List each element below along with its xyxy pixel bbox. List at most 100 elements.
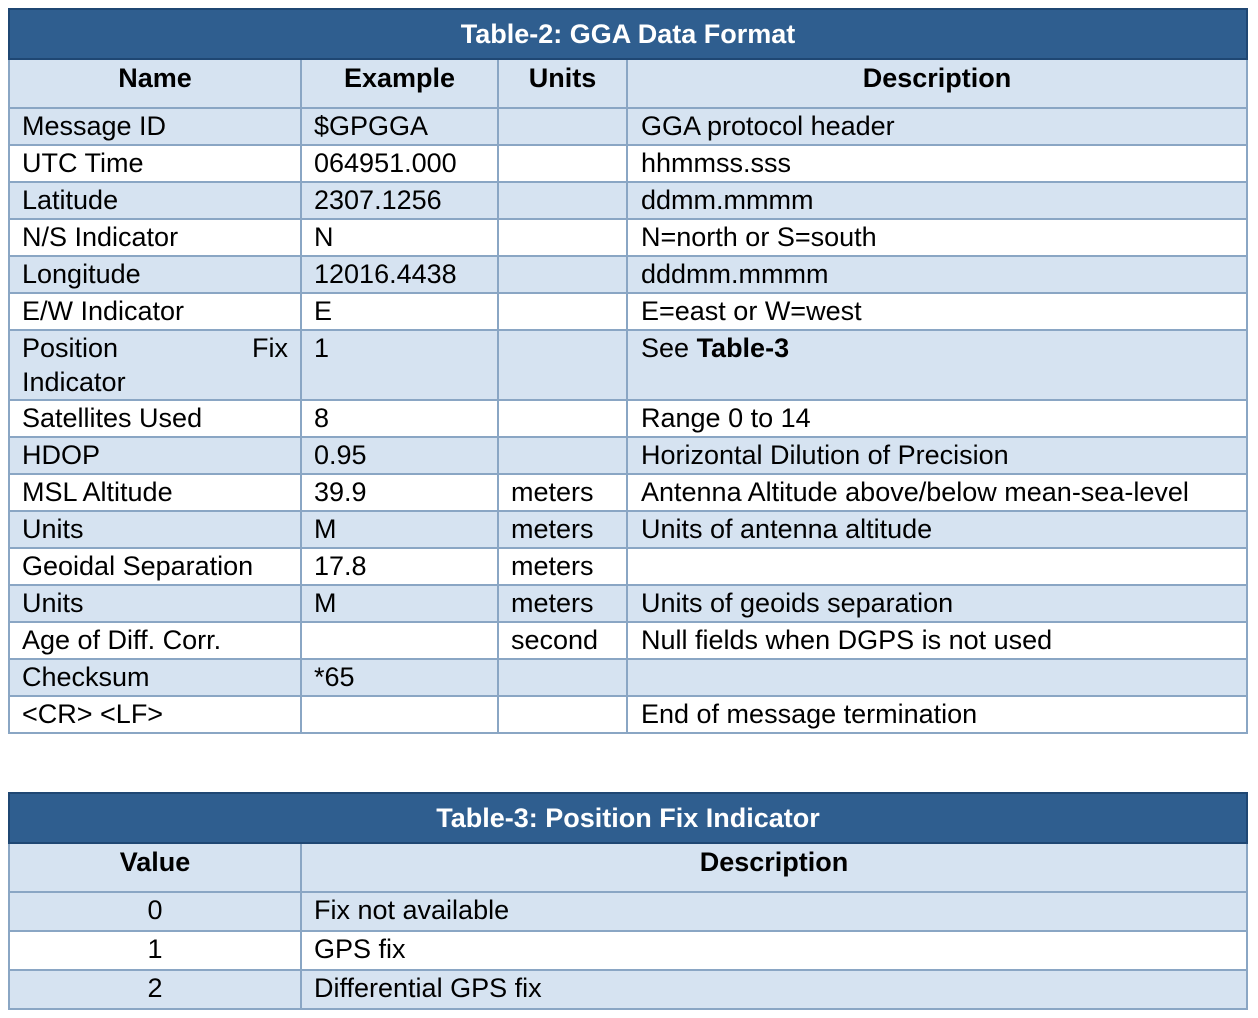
table-row: Satellites Used 8 Range 0 to 14 (8, 399, 1249, 438)
cell-description: GGA protocol header (625, 107, 1249, 146)
table-header-row: Name Example Units Description (8, 58, 1249, 109)
cell-name: MSL Altitude (8, 473, 302, 512)
cell-units: meters (497, 473, 628, 512)
cell-description-text: See (641, 333, 690, 363)
cell-name: N/S Indicator (8, 218, 302, 257)
column-header-example: Example (300, 58, 499, 109)
cell-example: 39.9 (300, 473, 499, 512)
cell-name: Latitude (8, 181, 302, 220)
column-header-name: Name (8, 58, 302, 109)
table-row: 0 Fix not available (8, 891, 1249, 932)
cell-name: Units (8, 584, 302, 623)
table-row: Checksum *65 (8, 658, 1249, 697)
cell-units (497, 658, 628, 697)
cell-units: second (497, 621, 628, 660)
table-row: Geoidal Separation 17.8 meters (8, 547, 1249, 586)
cell-units (497, 399, 628, 438)
cell-name: Age of Diff. Corr. (8, 621, 302, 660)
table-title: Table-3: Position Fix Indicator (7, 792, 1249, 844)
cell-name-part: Indicator (22, 367, 126, 397)
table-row: E/W Indicator E E=east or W=west (8, 292, 1249, 331)
cell-description: Null fields when DGPS is not used (625, 621, 1249, 660)
column-header-value: Value (8, 842, 302, 893)
cell-name: <CR> <LF> (8, 695, 302, 734)
cell-example: E (300, 292, 499, 331)
table-title: Table-2: GGA Data Format (7, 8, 1249, 60)
cell-example: *65 (300, 658, 499, 697)
cell-name: Satellites Used (8, 399, 302, 438)
cell-description: ddmm.mmmm (625, 181, 1249, 220)
cell-units (497, 329, 628, 401)
cell-example: $GPGGA (300, 107, 499, 146)
cell-units: meters (497, 510, 628, 549)
cell-description (625, 658, 1249, 697)
column-header-description: Description (299, 842, 1249, 893)
cell-name: Message ID (8, 107, 302, 146)
cell-units (497, 218, 628, 257)
cell-example: 0.95 (300, 436, 499, 475)
cell-example: 1 (300, 329, 499, 401)
cell-value: 1 (8, 930, 302, 971)
column-header-description: Description (625, 58, 1249, 109)
cell-example: M (300, 584, 499, 623)
table-row: 2 Differential GPS fix (8, 969, 1249, 1010)
cell-example: M (300, 510, 499, 549)
cell-name: Checksum (8, 658, 302, 697)
cell-units (497, 695, 628, 734)
cell-units: meters (497, 547, 628, 586)
cell-name: Longitude (8, 255, 302, 294)
table-row: UTC Time 064951.000 hhmmss.sss (8, 144, 1249, 183)
cell-description: Antenna Altitude above/below mean-sea-le… (625, 473, 1249, 512)
column-header-units: Units (497, 58, 628, 109)
cell-value: 2 (8, 969, 302, 1010)
cell-description: Range 0 to 14 (625, 399, 1249, 438)
cell-example: N (300, 218, 499, 257)
table-header-row: Value Description (8, 842, 1249, 893)
cell-description: N=north or S=south (625, 218, 1249, 257)
cell-units (497, 181, 628, 220)
table-3-reference-link: Table-3 (696, 333, 790, 363)
cell-name: Geoidal Separation (8, 547, 302, 586)
cell-description: Horizontal Dilution of Precision (625, 436, 1249, 475)
table-row: Age of Diff. Corr. second Null fields when… (8, 621, 1249, 660)
table-row: Message ID $GPGGA GGA protocol header (8, 107, 1249, 146)
cell-example: 064951.000 (300, 144, 499, 183)
gga-data-format-table: Table-2: GGA Data Format Name Example Un… (7, 8, 1249, 734)
cell-name: UTC Time (8, 144, 302, 183)
cell-example: 17.8 (300, 547, 499, 586)
cell-description: Units of antenna altitude (625, 510, 1249, 549)
cell-units (497, 292, 628, 331)
cell-name-part: Fix (252, 333, 288, 363)
cell-description: dddmm.mmmm (625, 255, 1249, 294)
cell-units (497, 144, 628, 183)
cell-description: End of message termination (625, 695, 1249, 734)
cell-example: 8 (300, 399, 499, 438)
cell-example: 12016.4438 (300, 255, 499, 294)
table-row: 1 GPS fix (8, 930, 1249, 971)
table-row: MSL Altitude 39.9 meters Antenna Altitude a… (8, 473, 1249, 512)
cell-units (497, 107, 628, 146)
table-row: N/S Indicator N N=north or S=south (8, 218, 1249, 257)
table-row: <CR> <LF> End of message termination (8, 695, 1249, 734)
cell-description: Differential GPS fix (299, 969, 1249, 1010)
cell-units (497, 436, 628, 475)
cell-example (300, 621, 499, 660)
cell-description: Units of geoids separation (625, 584, 1249, 623)
cell-description: Fix not available (299, 891, 1249, 932)
cell-name: Units (8, 510, 302, 549)
position-fix-indicator-table: Table-3: Position Fix Indicator Value De… (7, 792, 1249, 1010)
table-row: HDOP 0.95 Horizontal Dilution of Precision (8, 436, 1249, 475)
cell-name-line1: Position Fix (22, 331, 288, 365)
cell-description: See Table-3 (625, 329, 1249, 401)
table-row: Position Fix Indicator 1 See Table-3 (8, 329, 1249, 401)
cell-name: HDOP (8, 436, 302, 475)
cell-name-part: Position (22, 333, 119, 363)
cell-example: 2307.1256 (300, 181, 499, 220)
table-title-row: Table-3: Position Fix Indicator (7, 792, 1249, 844)
cell-description: GPS fix (299, 930, 1249, 971)
cell-name: Position Fix Indicator (8, 329, 302, 401)
cell-example (300, 695, 499, 734)
table-title-row: Table-2: GGA Data Format (7, 8, 1249, 60)
